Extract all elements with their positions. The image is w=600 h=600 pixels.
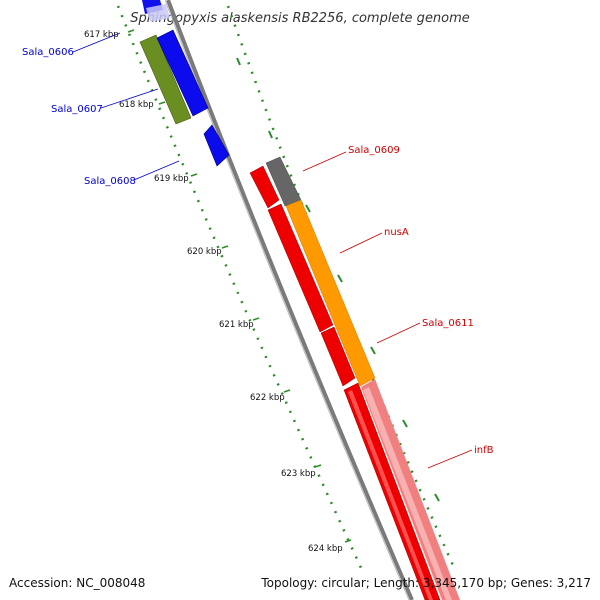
gene-red-1[interactable] bbox=[249, 165, 280, 209]
inner-scale: 617 kbp 618 kbp 619 kbp 620 kbp 621 kbp … bbox=[84, 5, 364, 571]
label-sala-0608[interactable]: Sala_0608 bbox=[84, 176, 136, 187]
topology-text: Topology: circular; Length: 3,345,170 bp… bbox=[260, 576, 591, 590]
genome-title: Sphingopyxis alaskensis RB2256, complete… bbox=[130, 11, 470, 26]
tick-label-622: 622 kbp bbox=[250, 393, 285, 403]
outer-tick-c bbox=[305, 204, 311, 213]
leader-sala-0611 bbox=[376, 322, 421, 344]
tick-label-620: 620 kbp bbox=[187, 247, 222, 257]
outer-tick-f bbox=[402, 419, 408, 428]
gene-sala-0607[interactable] bbox=[139, 34, 192, 125]
outer-tick-b bbox=[268, 130, 273, 139]
gene-sala-0606-body[interactable] bbox=[156, 29, 209, 117]
label-nusa[interactable]: nusA bbox=[384, 227, 409, 238]
tick-label-619: 619 kbp bbox=[154, 174, 189, 184]
inner-tick-623 bbox=[314, 464, 322, 468]
leader-sala-0606 bbox=[72, 32, 121, 53]
leader-sala-0607 bbox=[100, 88, 159, 109]
inner-tick-624 bbox=[344, 539, 352, 543]
leader-sala-0608 bbox=[133, 160, 180, 181]
inner-tick-617 bbox=[127, 29, 135, 33]
label-infb[interactable]: infB bbox=[474, 445, 494, 456]
gene-sala-0606-fade bbox=[146, 4, 170, 22]
tick-label-623: 623 kbp bbox=[281, 469, 316, 479]
tick-label-624: 624 kbp bbox=[308, 544, 343, 554]
genome-backbone bbox=[166, 0, 414, 600]
right-strand-genes bbox=[249, 156, 460, 600]
outer-tick-a bbox=[236, 57, 241, 66]
gene-red-4-highlight bbox=[348, 390, 433, 600]
leader-nusa bbox=[339, 232, 383, 254]
gene-red-2[interactable] bbox=[267, 203, 334, 333]
tick-label-617: 617 kbp bbox=[84, 30, 119, 40]
gene-nusa[interactable] bbox=[285, 199, 376, 387]
label-sala-0611[interactable]: Sala_0611 bbox=[422, 318, 474, 329]
leader-infb bbox=[427, 449, 473, 469]
tick-label-621: 621 kbp bbox=[219, 320, 254, 330]
label-sala-0606[interactable]: Sala_0606 bbox=[22, 47, 74, 58]
tick-label-618: 618 kbp bbox=[119, 100, 154, 110]
inner-tick-622 bbox=[283, 389, 291, 393]
gene-red-3[interactable] bbox=[320, 326, 356, 387]
inner-tick-620 bbox=[221, 245, 229, 249]
inner-tick-619 bbox=[190, 173, 198, 177]
outer-scale-dotted-ring bbox=[226, 5, 457, 571]
outer-tick-g bbox=[434, 493, 440, 502]
accession-text: Accession: NC_008048 bbox=[9, 576, 145, 590]
gene-infb-highlight bbox=[363, 387, 452, 600]
outer-tick-d bbox=[337, 274, 343, 283]
gene-labels: Sala_0606 Sala_0607 Sala_0608 Sala_0609 … bbox=[22, 32, 494, 469]
leader-sala-0609 bbox=[302, 151, 347, 172]
left-strand-genes bbox=[139, 0, 230, 167]
outer-tick-e bbox=[370, 346, 376, 355]
inner-tick-621 bbox=[252, 317, 260, 321]
outer-scale bbox=[226, 5, 457, 571]
inner-tick-618 bbox=[158, 101, 166, 105]
gene-sala-0608[interactable] bbox=[203, 124, 230, 167]
label-sala-0609[interactable]: Sala_0609 bbox=[348, 145, 400, 156]
label-sala-0607[interactable]: Sala_0607 bbox=[51, 104, 103, 115]
